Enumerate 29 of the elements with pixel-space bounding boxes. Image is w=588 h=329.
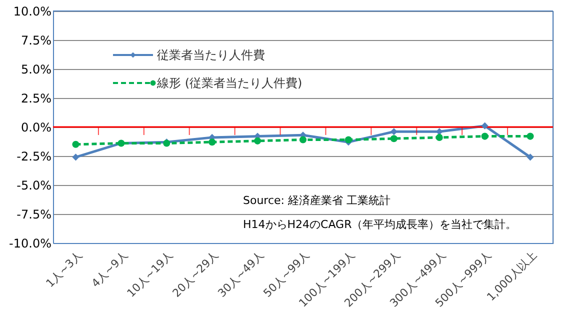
point	[436, 128, 443, 136]
y-tick-label: -2.5%	[16, 150, 52, 164]
point	[390, 135, 398, 142]
y-tick-label: 10.0%	[13, 4, 52, 18]
point	[481, 132, 488, 140]
y-tick-label: -5.0%	[16, 178, 52, 192]
point	[481, 122, 488, 130]
point	[436, 134, 443, 141]
point	[299, 136, 307, 144]
point	[526, 132, 534, 140]
annotation: H14からH24のCAGR（年平均成長率）を当社で集計。	[243, 218, 517, 231]
point	[72, 154, 80, 161]
x-tick-label: 1人~3人	[44, 248, 85, 290]
point	[390, 128, 398, 136]
legend-label: 従業者当たり人件費	[157, 48, 265, 62]
point	[254, 137, 262, 144]
y-tick-label: -10.0%	[9, 236, 52, 250]
y-tick-label: 2.5%	[21, 92, 52, 106]
y-tick-label: -7.5%	[16, 208, 52, 222]
x-tick-label: 4人~9人	[89, 248, 130, 290]
annotation: Source: 経済産業省 工業統計	[243, 194, 390, 207]
y-tick-label: 7.5%	[21, 34, 52, 48]
legend-label: 線形 (従業者当たり人件費)	[156, 76, 302, 90]
point	[344, 136, 352, 144]
point	[208, 138, 216, 146]
point	[526, 154, 534, 161]
y-tick-label: 0.0%	[21, 120, 52, 134]
y-tick-label: 5.0%	[21, 62, 52, 76]
point	[72, 140, 80, 148]
